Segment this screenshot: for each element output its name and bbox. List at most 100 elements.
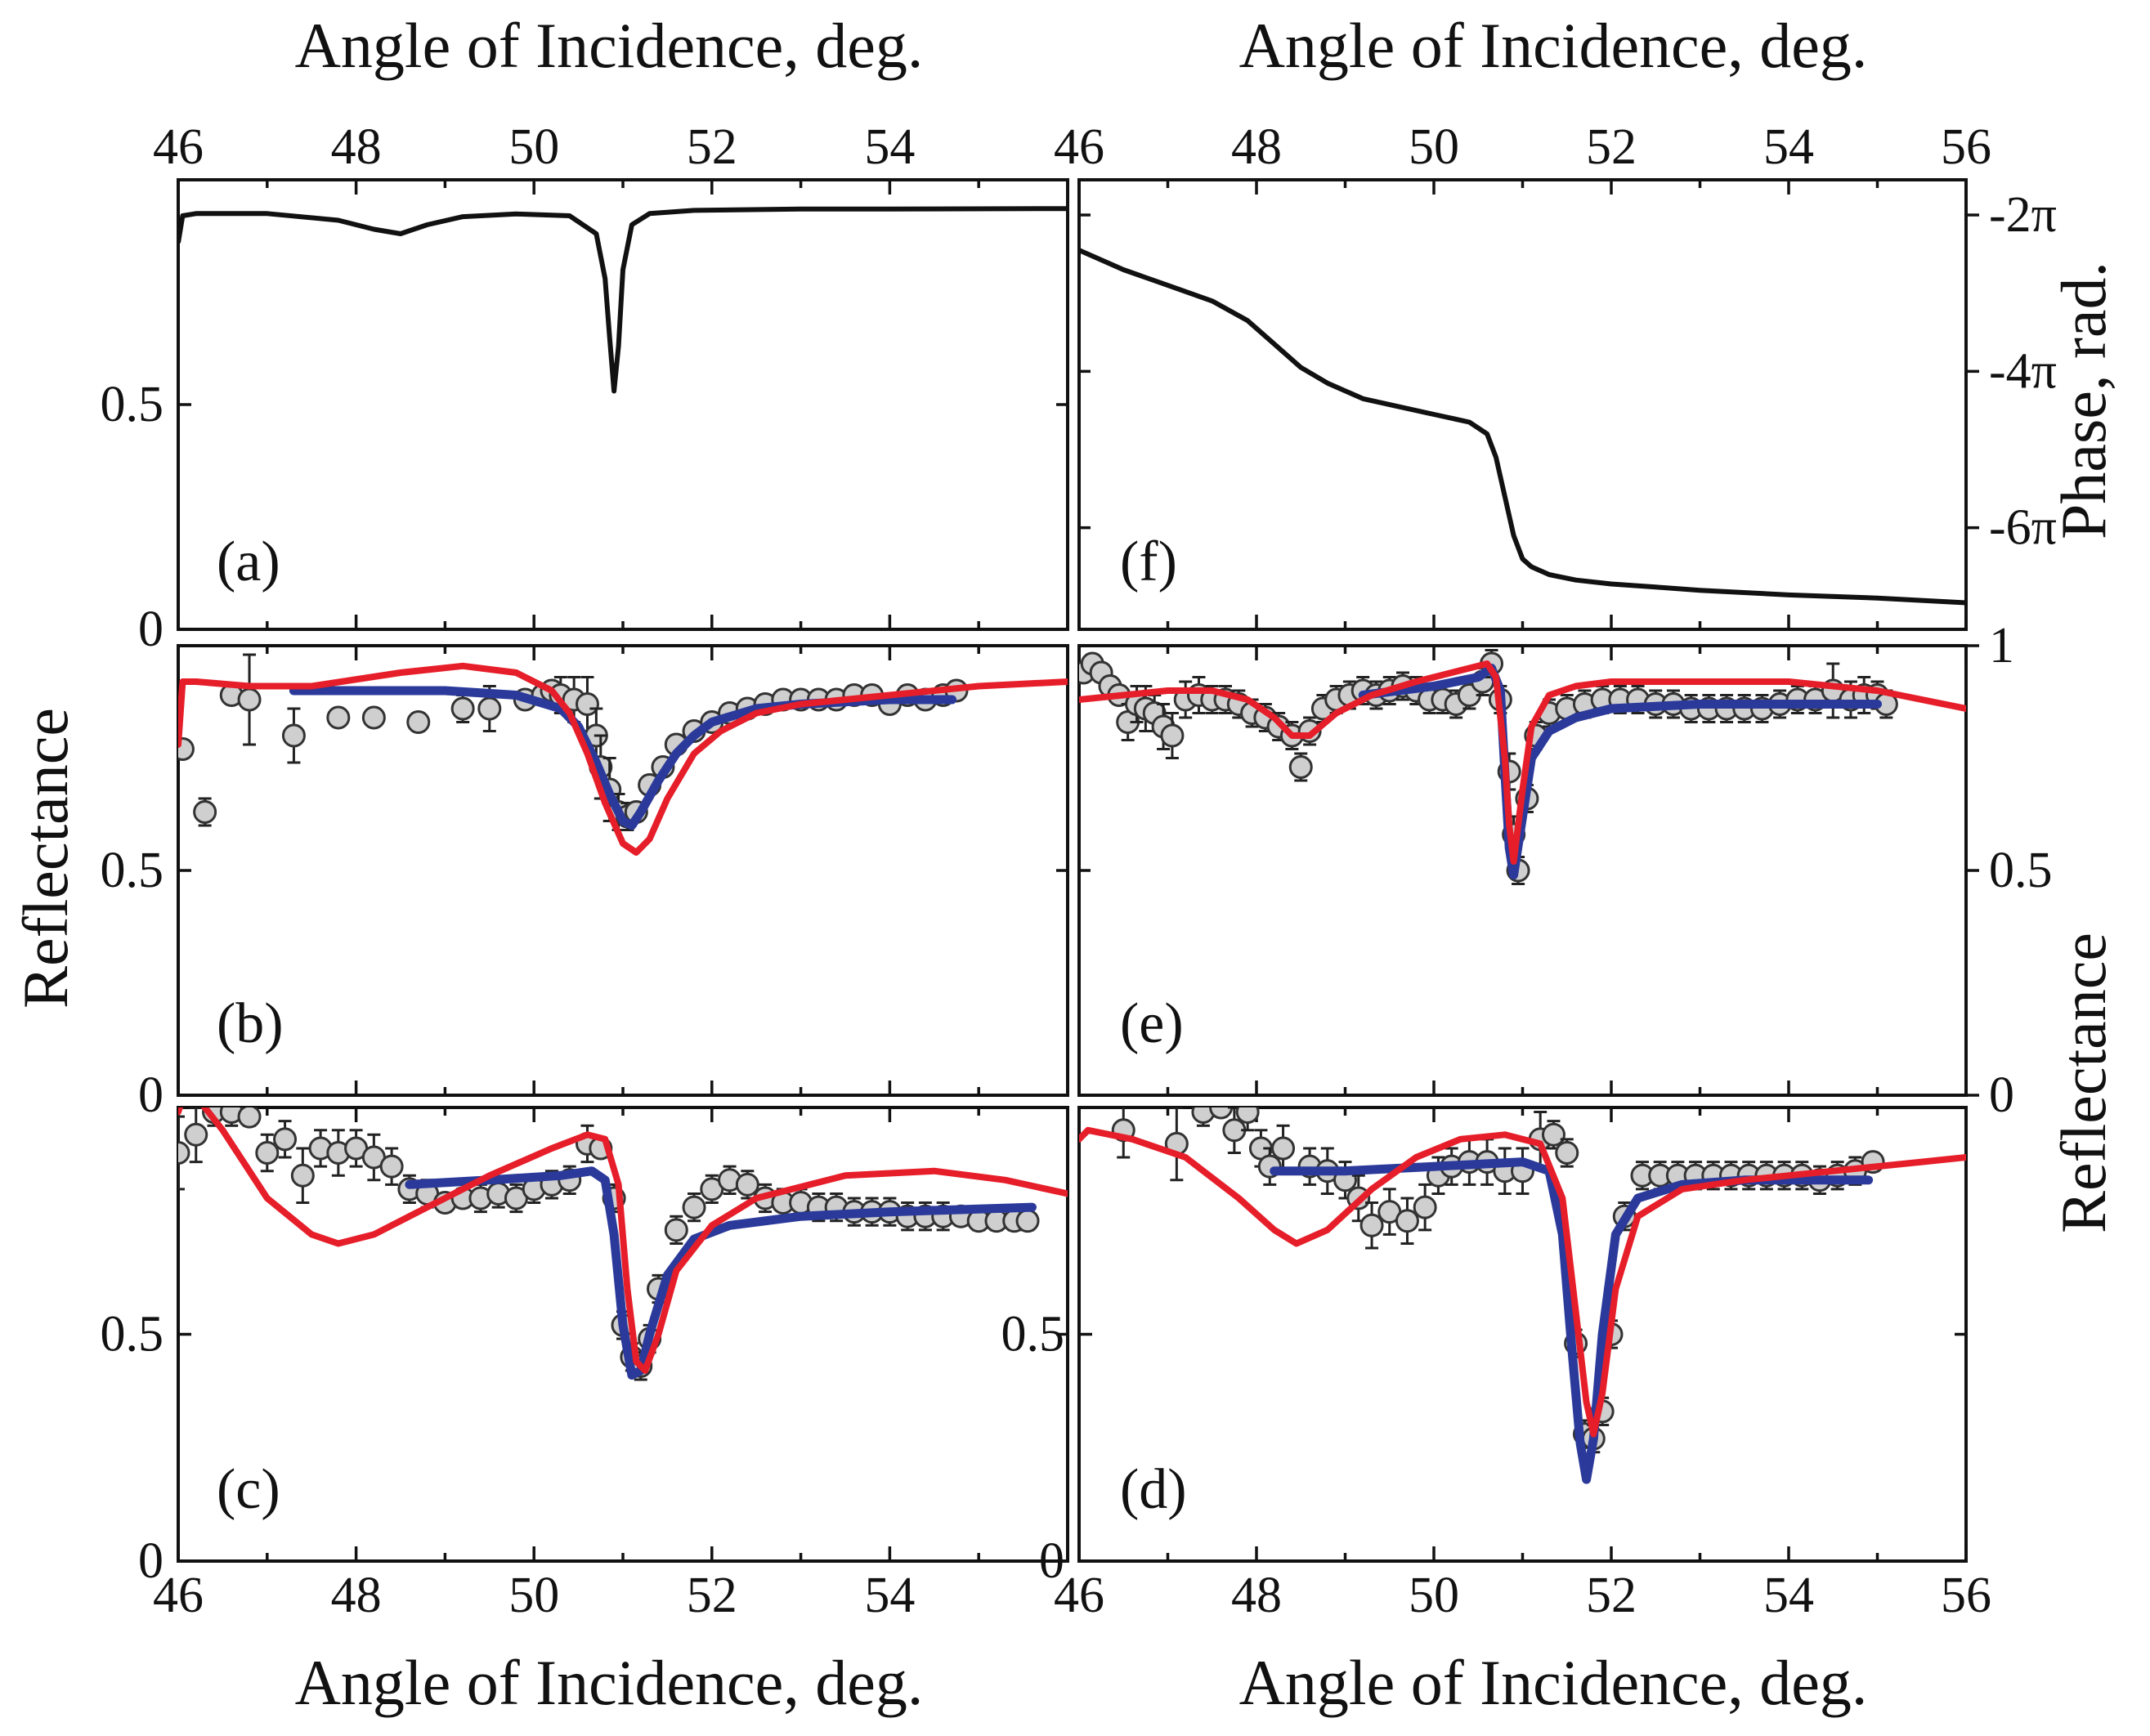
data-point xyxy=(1271,1136,1296,1161)
x-tick-label: 52 xyxy=(687,1568,737,1623)
panels: 46 48 50 52 54 0.5 0 (a) 0.5 0 (b) 46 48 50 52 54 0.5 0 (c… xyxy=(101,119,2057,1623)
data-point xyxy=(1541,1122,1565,1147)
series-line-blue xyxy=(289,686,957,830)
panel-f: 46 48 50 52 54 56 -2π -4π -6π (f) xyxy=(1054,119,2057,631)
panel-e-plot-area xyxy=(1079,649,1966,885)
x-tick-label: 54 xyxy=(864,119,915,175)
panel-label: (f) xyxy=(1120,530,1177,593)
x-tick-label: 48 xyxy=(331,119,382,175)
data-point xyxy=(682,1195,706,1219)
y-tick-label: 0 xyxy=(138,1533,163,1589)
data-point xyxy=(1288,755,1313,779)
panel-d-plot-area xyxy=(1079,1107,1966,1484)
panel-e: 1 0.5 0 (e) xyxy=(1077,618,2053,1123)
x-tick-label: 54 xyxy=(864,1568,915,1623)
x-tick-label: 46 xyxy=(153,1568,204,1623)
x-tick-label: 46 xyxy=(153,119,204,175)
y-tick-label: 0.5 xyxy=(1989,843,2053,898)
data-point xyxy=(281,723,306,748)
data-point xyxy=(406,710,431,734)
data-point xyxy=(1395,1209,1419,1233)
panel-label: (b) xyxy=(217,992,284,1055)
x-tick-label: 46 xyxy=(1054,119,1104,175)
x-tick-label: 54 xyxy=(1763,1568,1814,1623)
series-line-red xyxy=(178,662,1068,856)
data-point xyxy=(178,1141,190,1165)
panel-label: (e) xyxy=(1120,992,1184,1055)
data-point xyxy=(1015,1209,1040,1233)
data-point xyxy=(237,1107,262,1129)
x-tick-label: 54 xyxy=(1763,119,1814,175)
series-line-black xyxy=(1079,248,1966,606)
data-point xyxy=(178,737,195,761)
x-tick-label: 46 xyxy=(1054,1568,1104,1623)
panel-c-plot-area xyxy=(178,1107,1068,1381)
data-point xyxy=(273,1127,298,1152)
panel-a-plot-area xyxy=(178,206,1068,394)
data-point xyxy=(361,705,386,730)
data-point xyxy=(326,705,351,730)
data-point xyxy=(664,1218,688,1242)
y-tick-label: 0 xyxy=(138,602,163,657)
series-line-blue xyxy=(405,1166,1037,1380)
data-point xyxy=(477,696,502,721)
y-tick-label: 0.5 xyxy=(101,377,164,432)
series-line-black xyxy=(178,206,1068,394)
series-line-red xyxy=(1079,1126,1966,1438)
x-tick-label: 48 xyxy=(1231,1568,1282,1623)
data-point xyxy=(1359,1213,1384,1237)
top-left-x-axis-title: Angle of Incidence, deg. xyxy=(295,10,924,81)
x-tick-label: 56 xyxy=(1941,1568,1991,1623)
y-tick-label: -6π xyxy=(1989,500,2057,556)
panel-c: 46 48 50 52 54 0.5 0 (c) xyxy=(101,1106,1069,1623)
series-line-red xyxy=(178,1107,1068,1374)
y-tick-label: -4π xyxy=(1989,343,2057,399)
x-tick-label: 56 xyxy=(1941,119,1991,175)
x-tick-label: 50 xyxy=(508,1568,559,1623)
panel-d: 46 48 50 52 54 56 0.5 0 (d) xyxy=(1001,1106,1991,1623)
data-point xyxy=(1160,723,1185,748)
bottom-right-x-axis-title: Angle of Incidence, deg. xyxy=(1239,1647,1868,1718)
data-point xyxy=(735,1172,759,1197)
right-reflectance-y-axis-title: Reflectance xyxy=(2048,933,2119,1233)
data-point xyxy=(379,1154,404,1179)
x-tick-label: 52 xyxy=(1586,119,1637,175)
data-point xyxy=(450,696,475,721)
x-tick-label: 48 xyxy=(1231,119,1282,175)
panel-b: 0.5 0 (b) xyxy=(101,644,1069,1123)
top-right-x-axis-title: Angle of Incidence, deg. xyxy=(1239,10,1868,81)
x-tick-label: 48 xyxy=(331,1568,382,1623)
left-y-axis-title: Reflectance xyxy=(10,708,81,1009)
right-phase-y-axis-title: Phase, rad. xyxy=(2048,262,2119,539)
data-point xyxy=(1235,1107,1260,1125)
series-line-red xyxy=(1079,660,1966,865)
data-point xyxy=(575,692,599,716)
panel-label: (c) xyxy=(217,1458,280,1521)
panel-f-plot-area xyxy=(1079,248,1966,606)
y-tick-label: 0.5 xyxy=(1001,1307,1065,1362)
data-point xyxy=(184,1122,208,1147)
panel-b-frame xyxy=(177,644,1069,1097)
y-tick-label: 0.5 xyxy=(101,1307,164,1362)
series-line-blue xyxy=(1270,1157,1874,1484)
data-point xyxy=(237,687,262,712)
bottom-left-x-axis-title: Angle of Incidence, deg. xyxy=(295,1647,924,1718)
panel-label: (a) xyxy=(217,530,280,593)
y-tick-label: 0 xyxy=(138,1067,163,1123)
panel-a: 46 48 50 52 54 0.5 0 (a) xyxy=(101,119,1069,657)
panel-a-frame xyxy=(177,178,1069,631)
y-tick-label: -2π xyxy=(1989,187,2057,243)
y-tick-label: 0 xyxy=(1039,1533,1064,1589)
data-point xyxy=(193,800,217,824)
y-tick-label: 0 xyxy=(1989,1067,2014,1123)
x-tick-label: 52 xyxy=(1586,1568,1637,1623)
data-point xyxy=(1555,1141,1579,1165)
panel-b-plot-area xyxy=(178,653,1068,856)
y-tick-label: 1 xyxy=(1989,618,2014,673)
data-point xyxy=(1413,1195,1437,1219)
y-tick-label: 0.5 xyxy=(101,843,164,898)
data-point xyxy=(290,1163,315,1188)
data-point xyxy=(255,1141,280,1165)
x-tick-label: 52 xyxy=(687,119,737,175)
